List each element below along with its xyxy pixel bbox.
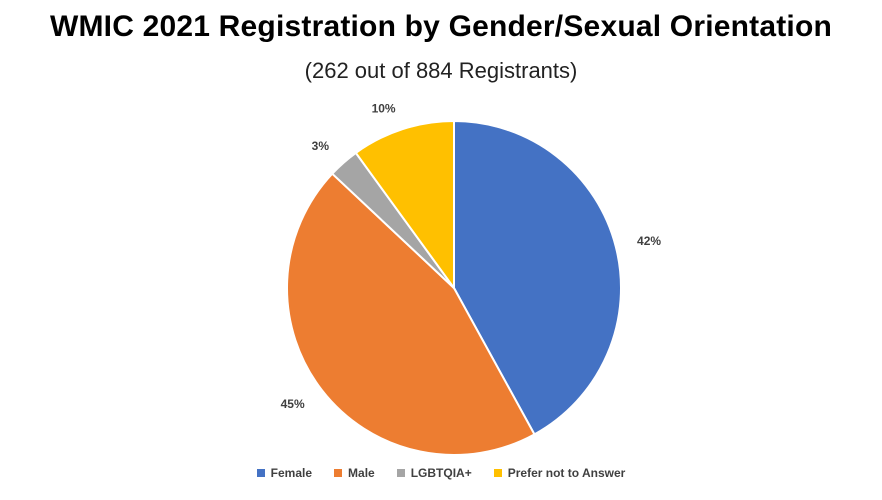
legend-item-prefer-not-to-answer: Prefer not to Answer	[493, 466, 626, 480]
pie-slice-female	[453, 119, 622, 436]
data-label-female: 42%	[637, 234, 661, 248]
chart-legend: Female Male LGBTQIA+ Prefer not to Answer	[0, 466, 882, 480]
legend-item-lgbtqia: LGBTQIA+	[396, 466, 472, 480]
legend-swatch	[256, 469, 265, 477]
data-label-male: 45%	[281, 397, 305, 411]
legend-item-male: Male	[334, 466, 375, 480]
legend-swatch	[334, 469, 343, 477]
legend-swatch	[396, 469, 405, 477]
legend-label: LGBTQIA+	[410, 466, 472, 480]
legend-swatch	[493, 469, 502, 477]
legend-label: Prefer not to Answer	[507, 466, 626, 480]
data-label-lgbtqia: 3%	[312, 139, 330, 153]
chart-subtitle: (262 out of 884 Registrants)	[304, 58, 578, 83]
chart-title: WMIC 2021 Registration by Gender/Sexual …	[49, 10, 833, 43]
data-label-prefer-not-to-answer: 10%	[372, 101, 396, 115]
pie-slice-male	[286, 172, 536, 456]
legend-label: Female	[270, 466, 313, 480]
legend-label: Male	[348, 466, 375, 480]
legend-item-female: Female	[256, 466, 313, 480]
pie-slice-prefer-not-to-answer	[354, 119, 455, 292]
